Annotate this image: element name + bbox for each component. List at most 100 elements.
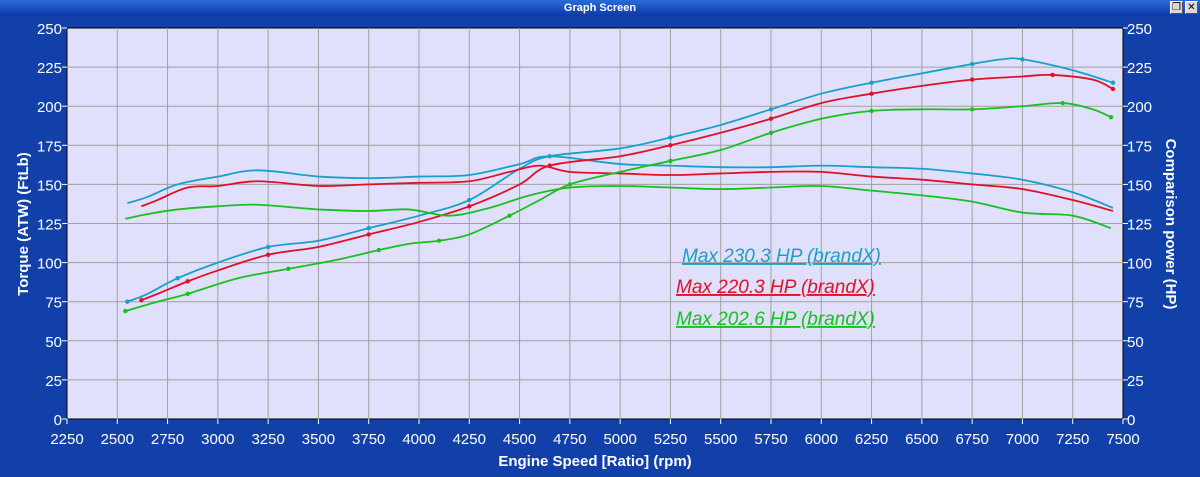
- legend-entry-red: Max 220.3 HP (brandX): [676, 277, 875, 298]
- y-tick-label-right: 200: [1127, 99, 1152, 116]
- series-1-hp-point: [366, 232, 371, 237]
- window-title: Graph Screen: [563, 2, 637, 14]
- x-tick-label: 2500: [101, 431, 134, 448]
- series-1-hp-point: [668, 143, 673, 148]
- series-2-hp-point: [567, 182, 573, 187]
- x-tick-label: 7000: [1006, 431, 1039, 448]
- x-tick-label: 2250: [50, 431, 83, 448]
- x-tick-label: 4500: [503, 431, 536, 448]
- series-0-hp-point: [265, 244, 271, 250]
- y-tick-label-right: 225: [1127, 60, 1152, 77]
- x-tick-label: 6500: [905, 431, 938, 448]
- series-1-hp-point: [768, 116, 774, 121]
- y-axis-left: 0 25 50 75 100 125 150 175 200 225 250: [37, 21, 67, 429]
- series-0-hp-point: [467, 197, 472, 203]
- y-tick-label-left: 250: [37, 21, 62, 38]
- x-tick-label: 5750: [754, 431, 787, 448]
- x-tick-label: 5250: [654, 431, 687, 448]
- series-2-torque-line: [125, 184, 1112, 230]
- series-0-hp-point: [366, 225, 371, 231]
- x-tick-label: 6750: [955, 431, 988, 448]
- legend: Max 230.3 HP (brandX) Max 220.3 HP (bran…: [676, 246, 881, 330]
- y-tick-label-left: 175: [37, 138, 62, 155]
- window-titlebar: Graph Screen ❐ ✕: [0, 0, 1200, 16]
- x-tick-label: 5000: [603, 431, 636, 448]
- x-tick-label: 4750: [553, 431, 586, 448]
- y-tick-label-left: 25: [45, 373, 62, 390]
- y-tick-label-left: 50: [45, 334, 62, 351]
- legend-entry-blue: Max 230.3 HP (brandX): [682, 246, 881, 267]
- series-1-hp-point: [969, 77, 975, 82]
- x-tick-label: 2750: [151, 431, 184, 448]
- series-1-hp-point: [869, 91, 874, 96]
- close-icon[interactable]: ✕: [1185, 1, 1198, 14]
- y-tick-label-left: 150: [37, 177, 62, 194]
- series-2-hp-point: [768, 130, 774, 135]
- legend-entry-green: Max 202.6 HP (brandX): [676, 309, 875, 330]
- series-0-hp-point: [869, 80, 874, 85]
- y-tick-label-right: 100: [1127, 256, 1152, 273]
- y-tick-label-right: 150: [1127, 177, 1152, 194]
- series-2-hp-point: [376, 247, 381, 253]
- x-axis: 2250 2500 2750 3000 3250 3500 3750 4000 4250 4500…: [50, 419, 1140, 448]
- series-1-hp-point: [1050, 72, 1055, 78]
- x-axis-label: Engine Speed [Ratio] (rpm): [498, 453, 691, 470]
- y-tick-label-left: 200: [37, 99, 62, 116]
- series-1-hp-point: [185, 279, 190, 284]
- x-tick-label: 6250: [855, 431, 888, 448]
- series-0-hp-point: [668, 135, 673, 140]
- x-tick-label: 6000: [805, 431, 838, 448]
- x-tick-label: 3750: [352, 431, 385, 448]
- series-2-hp-point: [668, 158, 673, 164]
- y-tick-label-left: 225: [37, 60, 62, 77]
- series-2-hp-point: [123, 308, 128, 314]
- y-tick-label-right: 250: [1127, 21, 1152, 38]
- series-2-hp-point: [286, 266, 291, 272]
- y-tick-label-right: 25: [1127, 373, 1144, 390]
- y-tick-label-left: 125: [37, 217, 62, 234]
- series-group: [123, 57, 1116, 314]
- series-0-hp-point: [969, 61, 975, 67]
- series-2-hp-point: [1108, 114, 1114, 120]
- x-tick-label: 3000: [201, 431, 234, 448]
- series-0-hp-point: [547, 154, 552, 159]
- series-0-hp-point: [1110, 80, 1116, 85]
- y-tick-label-right: 125: [1127, 217, 1152, 234]
- series-2-hp-point: [969, 107, 975, 112]
- x-tick-label: 4000: [402, 431, 435, 448]
- series-2-hp-point: [1060, 100, 1065, 106]
- x-tick-label: 5500: [704, 431, 737, 448]
- series-0-hp-point: [175, 276, 180, 281]
- series-1-hp-point: [467, 204, 472, 209]
- series-2-hp-point: [436, 238, 442, 243]
- y-tick-label-right: 175: [1127, 138, 1152, 155]
- x-tick-label: 3250: [251, 431, 284, 448]
- series-1-hp-point: [139, 297, 144, 303]
- series-1-hp-point: [265, 252, 271, 257]
- y-axis-label-left: Torque (ATW) (FtLb): [15, 152, 32, 296]
- series-1-torque-line: [141, 164, 1114, 212]
- grid: [67, 28, 1123, 419]
- y-tick-label-left: 0: [54, 412, 62, 429]
- x-tick-label: 7500: [1106, 431, 1139, 448]
- series-2-hp-point: [869, 108, 874, 114]
- y-tick-label-right: 0: [1127, 412, 1135, 429]
- series-0-hp-point: [768, 107, 774, 112]
- restore-icon[interactable]: ❐: [1170, 1, 1183, 14]
- series-2-hp-point: [507, 213, 512, 218]
- series-0-hp-point: [125, 299, 130, 304]
- series-1-hp-point: [547, 163, 552, 168]
- x-tick-label: 7250: [1056, 431, 1089, 448]
- y-tick-label-right: 75: [1127, 295, 1144, 312]
- series-2-hp-point: [185, 291, 190, 297]
- y-axis-label-right: Comparison power (HP): [1162, 139, 1179, 310]
- x-tick-label: 4250: [453, 431, 486, 448]
- y-axis-right: 0 25 50 75 100 125 150 175 200 225 250: [1123, 21, 1152, 429]
- series-1-hp-line: [141, 73, 1114, 301]
- y-tick-label-right: 50: [1127, 334, 1144, 351]
- series-0-hp-line: [127, 57, 1114, 303]
- y-tick-label-left: 75: [45, 295, 62, 312]
- series-0-hp-point: [1020, 57, 1025, 62]
- series-1-hp-point: [1110, 86, 1116, 92]
